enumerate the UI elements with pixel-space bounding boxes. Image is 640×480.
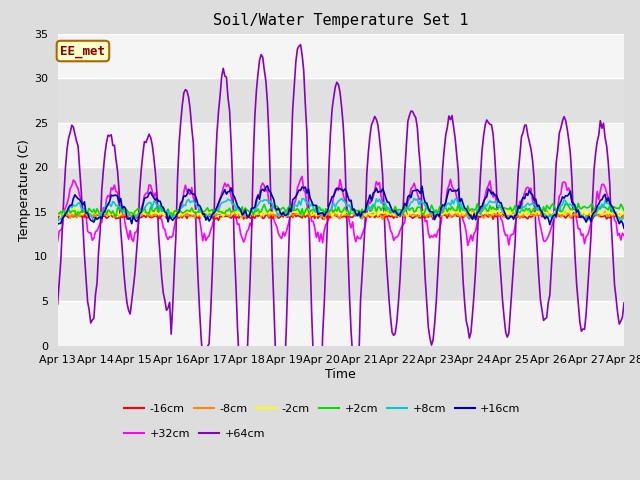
Bar bbox=[58, 34, 624, 78]
Bar bbox=[58, 301, 624, 346]
Bar bbox=[58, 123, 624, 168]
Title: Soil/Water Temperature Set 1: Soil/Water Temperature Set 1 bbox=[213, 13, 468, 28]
Bar bbox=[58, 78, 624, 123]
Bar bbox=[58, 212, 624, 256]
Text: EE_met: EE_met bbox=[60, 45, 106, 58]
X-axis label: Time: Time bbox=[325, 368, 356, 381]
Bar bbox=[58, 168, 624, 212]
Bar bbox=[58, 256, 624, 301]
Y-axis label: Temperature (C): Temperature (C) bbox=[18, 139, 31, 240]
Legend: +32cm, +64cm: +32cm, +64cm bbox=[120, 424, 269, 444]
